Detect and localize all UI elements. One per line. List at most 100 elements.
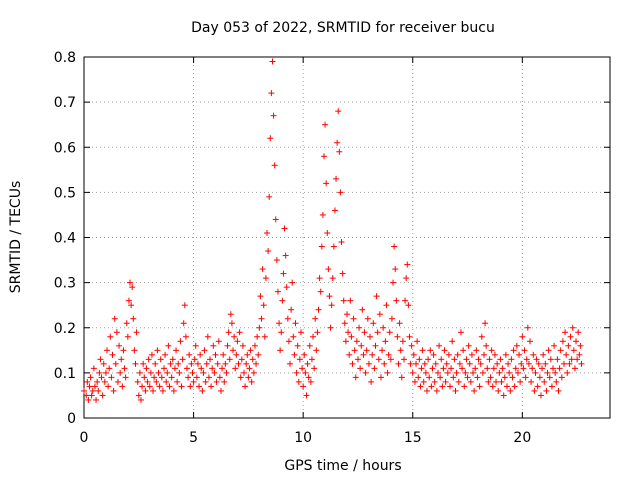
data-point [555,387,562,394]
x-tick-label: 15 [404,430,422,446]
data-point [367,333,374,340]
data-point [442,378,449,385]
data-point [178,383,185,390]
data-point [289,279,296,286]
data-point [405,302,412,309]
data-point [127,279,134,286]
data-point [315,306,322,313]
data-point [160,365,167,372]
data-point [91,383,98,390]
data-point [227,311,234,318]
data-point [290,333,297,340]
data-point [240,369,247,376]
data-point [148,351,155,358]
data-point [196,383,203,390]
data-point [514,369,521,376]
data-point [490,365,497,372]
data-point [234,338,241,345]
data-point [101,378,108,385]
y-tick-label: 0 [67,411,76,427]
data-point [511,383,518,390]
data-point [338,239,345,246]
x-tick-label: 10 [294,430,312,446]
data-point [554,356,561,363]
data-point [459,365,466,372]
data-point [393,297,400,304]
data-point [400,356,407,363]
data-point [363,347,370,354]
data-point [272,216,279,223]
data-point [106,365,113,372]
data-point [232,365,239,372]
data-point [404,261,411,268]
data-point [273,257,280,264]
data-point [155,369,162,376]
data-point [346,351,353,358]
data-point [102,369,109,376]
data-point [307,378,314,385]
data-point [135,392,142,399]
data-point [567,333,574,340]
data-point [168,374,175,381]
data-point [368,378,375,385]
data-point [90,365,97,372]
data-point [524,324,531,331]
data-point [219,365,226,372]
data-point [562,329,569,336]
y-tick-label: 0.5 [54,185,76,201]
data-point [216,374,223,381]
data-point [512,365,519,372]
data-point [198,365,205,372]
data-point [132,360,139,367]
data-point [121,365,128,372]
data-point [377,374,384,381]
data-point [239,342,246,349]
data-point [369,351,376,358]
data-point [118,356,125,363]
data-point [570,347,577,354]
data-point [474,374,481,381]
data-point [502,351,509,358]
data-point [137,396,144,403]
data-point [264,229,271,236]
data-point [419,347,426,354]
data-point [291,351,298,358]
data-point [333,175,340,182]
data-point [535,360,542,367]
data-point [281,225,288,232]
data-point [491,351,498,358]
data-point [306,342,313,349]
data-point [225,329,232,336]
data-point [528,378,535,385]
data-point [287,360,294,367]
data-point [258,315,265,322]
data-point [356,324,363,331]
data-point [231,333,238,340]
chart-title: Day 053 of 2022, SRMTID for receiver buc… [191,20,495,36]
data-point [471,387,478,394]
data-point [437,374,444,381]
data-point [340,297,347,304]
data-point [454,351,461,358]
data-point [429,365,436,372]
data-point [507,387,514,394]
data-point [266,193,273,200]
data-point [350,315,357,322]
data-point [254,333,261,340]
data-point [408,342,415,349]
data-point [352,374,359,381]
data-point [154,347,161,354]
data-point [545,347,552,354]
data-point [304,360,311,367]
data-point [399,338,406,345]
data-point [226,356,233,363]
data-point [530,351,537,358]
data-point [319,211,326,218]
data-point [542,360,549,367]
data-point [349,360,356,367]
data-point [251,342,258,349]
data-point [553,378,560,385]
data-point [130,315,137,322]
data-point [244,351,251,358]
data-point [267,135,274,142]
